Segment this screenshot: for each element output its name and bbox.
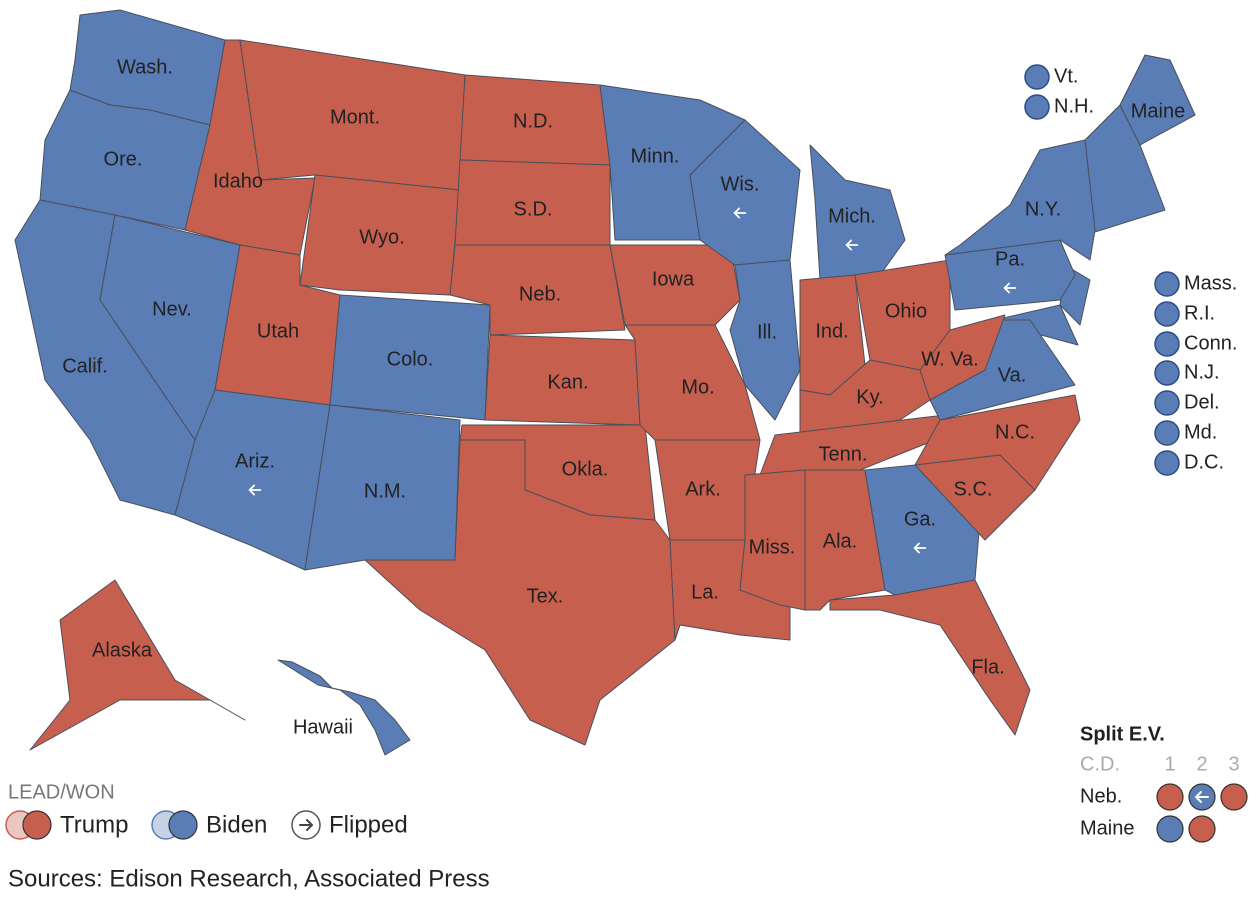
state-label: Tex.: [527, 585, 564, 607]
state-label: Colo.: [387, 348, 434, 370]
state-label: Nev.: [152, 298, 192, 320]
state-shape: [919, 314, 1006, 401]
state-label: Iowa: [652, 268, 695, 290]
state-label: Wyo.: [359, 226, 404, 248]
legend-label: Trump: [60, 811, 128, 838]
legend-title: LEAD/WON: [8, 781, 115, 803]
state-label: Calif.: [62, 355, 108, 377]
state-label: Mont.: [330, 106, 380, 128]
flip-arrow: [248, 484, 262, 496]
legend-label: Biden: [206, 811, 267, 838]
state-label: Ind.: [815, 320, 848, 342]
small-state-label: D.C.: [1184, 451, 1224, 473]
small-state-label: N.H.: [1054, 95, 1094, 117]
state-label: Miss.: [749, 536, 796, 558]
state-label: W. Va.: [921, 348, 978, 370]
small-state-label: Md.: [1184, 421, 1217, 443]
state-shape: [729, 259, 801, 421]
state-shape: [914, 394, 1081, 491]
small-state-marker: [1154, 271, 1180, 297]
state-shape: [299, 174, 461, 296]
state-label: Kan.: [547, 371, 588, 393]
state-shape: [809, 144, 906, 281]
state-label: N.D.: [513, 110, 553, 132]
small-state-marker: [1154, 420, 1180, 446]
district-label: 2: [1196, 753, 1207, 775]
state-shape: [364, 439, 676, 746]
state-label: Ark.: [685, 478, 721, 500]
flip-arrow: [1003, 282, 1017, 294]
split-row-label: Neb.: [1080, 785, 1122, 807]
state-shape: [277, 659, 411, 756]
small-state-marker: [1154, 390, 1180, 416]
state-label: Mo.: [681, 376, 714, 398]
state-label: Okla.: [562, 458, 609, 480]
small-state-marker: [1154, 450, 1180, 476]
state-label: Neb.: [519, 283, 561, 305]
state-label: Pa.: [995, 248, 1025, 270]
state-shape: [29, 579, 246, 751]
flip-arrow: [845, 239, 859, 251]
split-row-label: Maine: [1080, 817, 1134, 839]
state-label: Ga.: [904, 508, 936, 530]
district-marker: [1156, 783, 1184, 811]
source: Sources: Edison Research, Associated Pre…: [8, 865, 490, 892]
district-marker: [1188, 815, 1216, 843]
state-label: Ore.: [104, 148, 143, 170]
split-header: C.D.: [1080, 753, 1120, 775]
state-label: Wis.: [721, 173, 760, 195]
state-label: Idaho: [213, 170, 263, 192]
flip-arrow: [1194, 791, 1209, 803]
state-label: Ill.: [757, 321, 777, 343]
state-label: La.: [691, 581, 719, 603]
state-label: N.Y.: [1025, 198, 1061, 220]
state-label: Fla.: [971, 656, 1004, 678]
state-label: Ariz.: [235, 450, 275, 472]
state-shape: [944, 139, 1096, 261]
small-state-label: Vt.: [1054, 65, 1078, 87]
state-label: Maine: [1131, 100, 1185, 122]
split-title: Split E.V.: [1080, 723, 1165, 745]
state-label: N.M.: [364, 480, 406, 502]
district-marker: [1220, 783, 1248, 811]
state-label: Wash.: [117, 56, 173, 78]
legend-label: Flipped: [329, 811, 408, 838]
flip-arrow: [733, 207, 747, 219]
state-label: Minn.: [631, 145, 680, 167]
state-label: S.D.: [514, 198, 553, 220]
state-label: Mich.: [828, 205, 876, 227]
small-state-label: Mass.: [1184, 272, 1237, 294]
legend-swatch-won: [168, 810, 198, 840]
small-state-label: Conn.: [1184, 332, 1237, 354]
district-label: 3: [1228, 753, 1239, 775]
state-shape: [759, 414, 946, 476]
small-state-label: Del.: [1184, 391, 1220, 413]
state-label: Tenn.: [819, 443, 868, 465]
state-label: Ky.: [856, 386, 883, 408]
small-state-label: R.I.: [1184, 302, 1215, 324]
district-label: 1: [1164, 753, 1175, 775]
state-label: N.C.: [995, 421, 1035, 443]
small-state-marker: [1024, 64, 1050, 90]
district-marker: [1156, 815, 1184, 843]
state-label: Alaska: [92, 639, 153, 661]
state-label: S.C.: [954, 478, 993, 500]
state-label: Va.: [998, 364, 1027, 386]
small-state-marker: [1154, 301, 1180, 327]
state-shape: [1119, 54, 1196, 146]
small-state-marker: [1154, 360, 1180, 386]
state-label: Utah: [257, 320, 299, 342]
state-shape: [829, 579, 1031, 736]
flip-arrow: [299, 819, 314, 831]
small-state-marker: [1024, 94, 1050, 120]
state-label: Hawaii: [293, 716, 353, 738]
flip-arrow: [913, 542, 927, 554]
small-state-marker: [1154, 331, 1180, 357]
legend-swatch-won: [22, 810, 52, 840]
state-label: Ala.: [823, 530, 857, 552]
small-state-label: N.J.: [1184, 361, 1220, 383]
state-label: Ohio: [885, 300, 927, 322]
